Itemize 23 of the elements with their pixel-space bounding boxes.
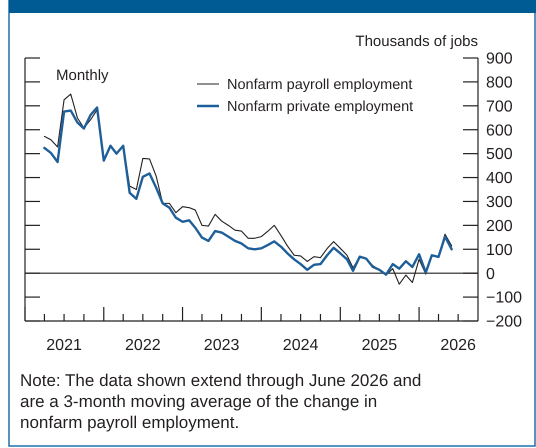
y-tick-label: 300 [486,194,513,212]
y-tick-label: 800 [486,74,513,92]
y-tick-label: 500 [486,146,513,164]
annotation: Monthly [56,67,110,84]
y-axis-title: Thousands of jobs [355,33,478,50]
y-tick-label: 100 [486,242,513,259]
y-tick-label: 900 [486,50,513,68]
x-tick-label: 2023 [204,337,240,354]
x-tick-label: 2026 [440,337,476,354]
legend-label: Nonfarm payroll employment [227,77,412,94]
text: Note: The data shown extend through June 2026 and are a 3-month moving average of the change in nonfarm payroll employment. [20,371,422,432]
x-tick-label: 2022 [125,337,161,354]
x-tick-label: 2021 [46,337,82,354]
y-tick-label: 0 [486,266,495,283]
y-tick-label: −200 [486,314,522,331]
y-tick-label: 400 [486,170,513,188]
y-tick-label: 700 [486,98,513,116]
x-tick-label: 2024 [282,337,318,354]
y-tick-label: −100 [486,290,522,307]
y-tick-label: 200 [486,218,513,235]
x-tick-label: 2025 [362,337,398,354]
legend-label: Nonfarm private employment [227,99,414,116]
y-tick-label: 600 [486,122,513,140]
